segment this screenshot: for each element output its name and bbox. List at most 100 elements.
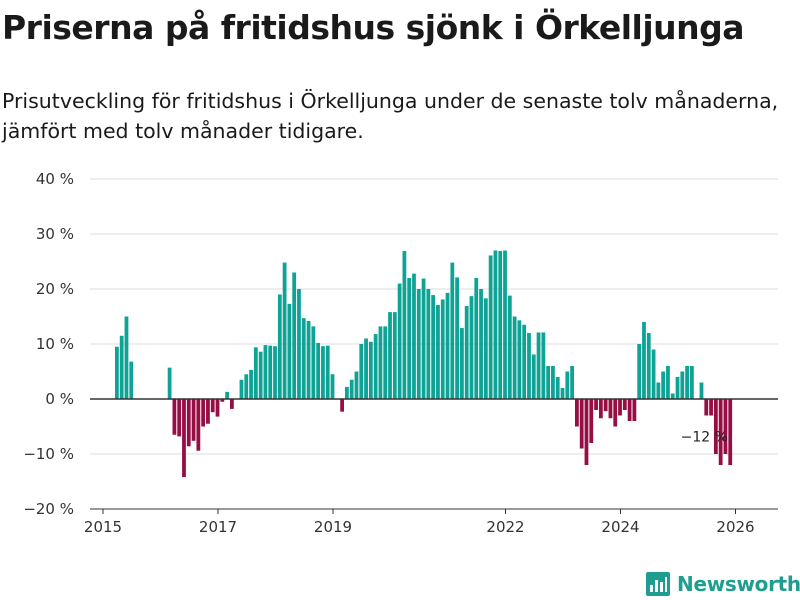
x-tick-label: 2026 — [716, 518, 754, 536]
bar — [196, 399, 201, 451]
bar — [728, 399, 733, 465]
bars — [115, 250, 733, 478]
bar — [637, 344, 642, 399]
bar — [115, 346, 119, 399]
bar — [627, 399, 632, 421]
bar — [253, 347, 258, 399]
bar — [119, 335, 124, 399]
bar — [464, 306, 469, 399]
bar — [675, 377, 680, 399]
bar — [220, 399, 225, 402]
bar — [661, 371, 666, 399]
bar — [172, 399, 177, 435]
bar — [493, 250, 498, 399]
x-tick-label: 2022 — [486, 518, 524, 536]
bar — [709, 399, 713, 416]
bar — [124, 316, 129, 399]
bar — [316, 342, 321, 399]
bar — [699, 382, 704, 399]
bar — [483, 298, 488, 399]
bar — [277, 294, 282, 399]
bar — [301, 318, 306, 399]
y-tick-label: 10 % — [36, 335, 74, 353]
chart-title: Priserna på fritidshus sjönk i Örkelljun… — [2, 8, 745, 47]
y-tick-label: 0 % — [45, 390, 74, 408]
bar — [551, 366, 555, 399]
bar — [397, 283, 402, 399]
bar — [412, 273, 416, 399]
bar — [440, 299, 445, 399]
bar — [402, 251, 407, 399]
bar — [527, 333, 531, 399]
bar — [570, 366, 574, 399]
bar — [349, 379, 354, 399]
bar — [426, 289, 431, 399]
bar — [244, 374, 249, 399]
bar — [321, 346, 325, 399]
bar — [388, 312, 392, 399]
bar — [340, 399, 344, 412]
bar — [325, 345, 330, 399]
bar — [488, 255, 493, 399]
bar — [618, 399, 622, 416]
bar — [517, 320, 522, 399]
chart-subtitle: Prisutveckling för fritidshus i Örkellju… — [2, 89, 779, 143]
bar — [186, 399, 191, 447]
bar — [239, 379, 244, 399]
bar — [589, 399, 594, 443]
bar — [167, 367, 172, 399]
bar — [330, 374, 335, 399]
bar — [704, 399, 709, 416]
bar — [479, 289, 483, 399]
bar — [584, 399, 589, 465]
x-tick-label: 2017 — [199, 518, 237, 536]
bar — [210, 399, 215, 413]
bar — [407, 278, 412, 399]
bar — [215, 399, 220, 417]
bar — [258, 351, 263, 399]
bar — [507, 295, 512, 399]
bar — [431, 295, 436, 399]
bar — [469, 296, 474, 399]
bar — [354, 371, 359, 399]
bar — [392, 312, 397, 399]
x-tick-label: 2024 — [601, 518, 639, 536]
bar — [670, 393, 675, 399]
bar — [263, 345, 268, 399]
bar — [579, 399, 584, 449]
bar — [613, 399, 618, 427]
bar — [651, 349, 656, 399]
y-tick-label: −10 % — [23, 445, 74, 463]
bar — [560, 388, 565, 399]
bar — [345, 386, 349, 399]
bar — [225, 391, 229, 399]
bar — [555, 377, 560, 399]
bar — [450, 262, 455, 399]
bar — [690, 366, 694, 399]
bar — [129, 361, 134, 399]
bar — [680, 371, 685, 399]
bar — [311, 326, 316, 399]
bar — [282, 262, 287, 399]
bar — [603, 399, 608, 412]
y-axis-labels: −20 % −10 % 0 % 10 % 20 % 30 % 40 % — [23, 170, 74, 518]
bar — [373, 334, 378, 399]
bar — [656, 382, 661, 399]
bar — [416, 289, 421, 399]
bar — [306, 320, 311, 399]
bar — [292, 272, 297, 399]
bar — [666, 366, 670, 399]
newsworthy-logo: Newsworthy — [645, 571, 800, 597]
bar — [273, 346, 277, 399]
bar — [536, 332, 541, 399]
bar — [713, 399, 718, 454]
bar — [287, 303, 292, 399]
bar — [608, 399, 613, 419]
y-tick-label: 30 % — [36, 225, 74, 243]
bar — [646, 333, 651, 399]
bar — [445, 292, 450, 399]
bar — [230, 399, 234, 409]
bar — [632, 399, 637, 421]
bar — [522, 324, 527, 399]
y-tick-label: 20 % — [36, 280, 74, 298]
